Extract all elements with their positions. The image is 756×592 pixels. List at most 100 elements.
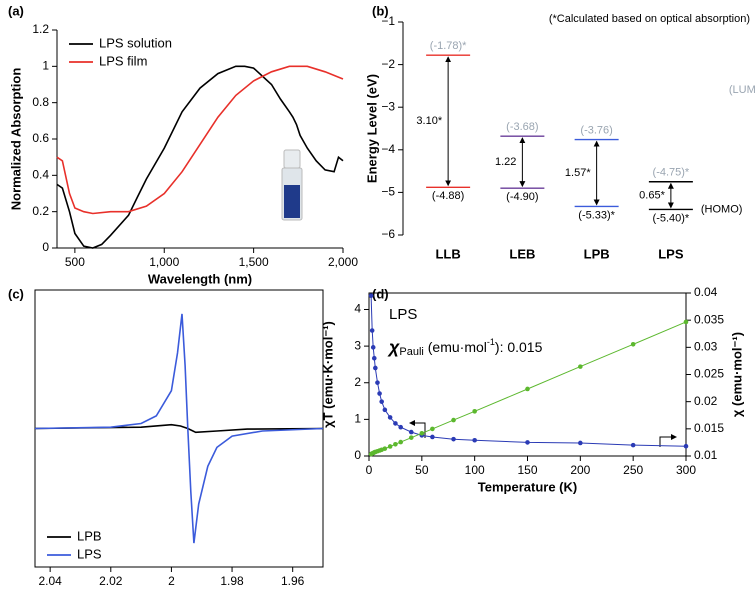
data-point [430,434,435,440]
level-label: (-4.90) [506,191,538,203]
x-tick-label: 2.02 [99,574,123,588]
y-tick-label: 0.4 [32,168,49,182]
data-point [451,436,456,442]
data-point [369,328,375,333]
level-label: (-4.88) [432,190,464,202]
y2-tick-label: 0.035 [694,312,724,326]
series-line [370,295,687,447]
axes: 0 50 100 150 200 250 300 0 1 2 3 4 0.01 0.015 0.02 0.02… [320,285,744,494]
y-tick-label: 0 [354,448,361,462]
annotation-part: ): 0.015 [495,339,543,355]
panel-label: (d) [372,286,389,301]
y2-tick-label: 0.03 [694,340,718,354]
data-point [683,319,689,325]
category-label: LPS [658,246,684,261]
y-tick-label: −1 [381,14,395,28]
y-tick-label: 3 [354,338,361,352]
level-label: (-1.78)* [430,40,467,52]
y-axis-label: χT (emu·K·mol⁻¹) [320,321,335,428]
level-label: (-3.76) [580,124,612,136]
data-point [630,442,636,448]
annotation-part: -1 [487,337,495,347]
data-point [368,293,374,299]
y-tick-label: 1.2 [32,22,49,36]
y-tick-label: 0 [42,240,49,254]
legend-label: LPS [77,546,102,561]
x-tick-label: 1,000 [149,255,179,269]
y-tick-label: 2 [354,375,361,389]
data-point [419,430,425,436]
x-tick-label: 2.04 [38,574,62,588]
data-point [430,426,435,432]
data-point [472,409,477,414]
y-tick-label: 1 [354,412,361,426]
arrows [409,420,677,447]
data-point [683,443,689,449]
y-axis-label: Energy Level (eV) [364,74,379,183]
y2-tick-label: 0.01 [694,448,718,462]
x-tick-label: 1,500 [239,255,269,269]
x-tick-label: 50 [415,463,429,477]
data-point [408,435,414,440]
data-point [382,407,388,413]
data-point [393,441,398,447]
y2-tick-label: 0.025 [694,367,724,381]
x-tick-label: 250 [623,463,643,477]
data-point [375,380,380,385]
data-point [371,355,377,361]
x-tick-label: 0 [366,463,373,477]
axes: 500 1,000 1,500 2,000 0 0.2 0.4 0.6 0.8 1 1.2 Wavel… [8,3,358,286]
legend-label: LPS solution [99,35,172,50]
x-axis-label: g factor [155,590,203,592]
data-point [398,424,404,430]
y-tick-label: −3 [381,99,395,113]
panel-label: (a) [8,3,24,18]
data-point [578,364,583,369]
y-tick-label: −5 [381,185,395,199]
x-tick-label: 1.96 [281,574,305,588]
legend-label: LPB [77,528,102,543]
level-label: (-5.33)* [578,209,615,221]
y-tick-label: −4 [381,142,395,156]
axes: −1 −2 −3 −4 −5 −6 Energy Level (eV) (b) [364,3,404,241]
data-point [393,421,398,426]
annotation-part: Pauli [399,346,423,358]
data-point [377,391,382,396]
y2-tick-label: 0.02 [694,394,718,408]
vial [281,149,303,221]
series-line [34,313,324,544]
data-point [408,429,414,435]
data-point [525,440,530,445]
category-label: LLB [435,246,460,261]
x-axis-label: Wavelength (nm) [148,271,252,286]
y-axis-label: Normalized Absorption [8,68,23,211]
x-tick-label: 1.98 [220,574,244,588]
y-tick-label: 0.2 [32,204,49,218]
annotation-part: χ [387,337,400,357]
data-point [472,437,477,443]
x-tick-label: 500 [65,255,85,269]
level-label: (-5.40)* [653,212,690,224]
panel-label: (c) [8,286,24,301]
x-tick-label: 100 [465,463,485,477]
level-label: (-3.68) [506,121,538,133]
data-point [398,439,404,445]
data-point [578,440,583,446]
annotation: χPauli (emu·mol-1): 0.015 [387,337,543,358]
gap-label: 1.22 [495,156,516,168]
annotation: (*Calculated based on optical absorption… [549,13,750,25]
x-tick-label: 2 [168,574,175,588]
annotation: LPS [389,306,417,323]
x-axis-label: Temperature (K) [478,479,577,494]
data-point [382,446,388,451]
gap-label: 1.57* [565,167,591,179]
data-point [451,417,456,423]
series-label: (LUMO) [729,84,756,96]
x-tick-label: 150 [517,463,537,477]
data-point [387,444,393,449]
x-tick-label: 2,000 [328,255,358,269]
panel-label: (b) [372,3,389,18]
data-point [387,415,393,420]
y2-tick-label: 0.015 [694,421,724,435]
